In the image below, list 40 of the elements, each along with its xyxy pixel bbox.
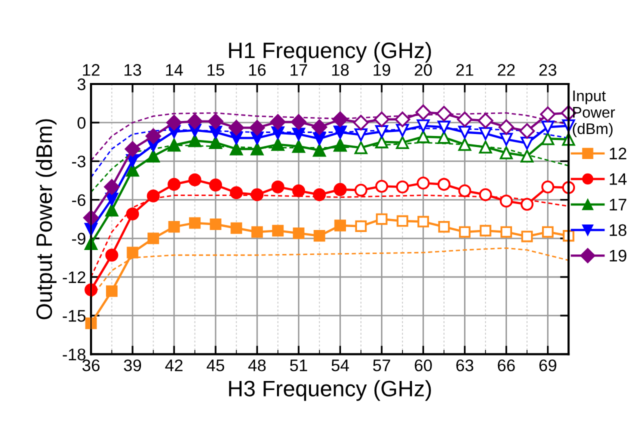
x2-tick-label: 17 [290, 64, 308, 76]
x2-tick-label: 18 [332, 64, 349, 76]
x-tick-label: 45 [206, 360, 224, 372]
legend-label: 18 [610, 224, 626, 236]
x2-tick-label: 13 [124, 64, 142, 76]
x-tick-label: 57 [373, 360, 390, 372]
x-axis-title: H3 Frequency (GHz) [229, 380, 431, 401]
x2-tick-label: 21 [456, 64, 474, 76]
y-axis-title: Output Power (dBm) [36, 119, 57, 320]
x2-tick-label: 14 [166, 64, 183, 76]
y-tick-label: -9 [72, 232, 86, 245]
legend-label: 19 [610, 250, 626, 262]
y-tick-label: -15 [62, 310, 86, 322]
x2-tick-label: 22 [498, 64, 515, 76]
x-tick-label: 39 [124, 359, 142, 372]
x2-axis-title: H1 Frequency (GHz) [229, 42, 431, 63]
legend-label: 12 [610, 148, 626, 160]
x-tick-label: 48 [248, 359, 266, 372]
x2-tick-label: 19 [374, 64, 390, 76]
x2-tick-label: 16 [249, 64, 266, 76]
x-tick-label: 63 [456, 359, 474, 372]
x-tick-label: 42 [165, 359, 183, 372]
y-tick-label: -3 [72, 156, 86, 168]
x2-tick-label: 23 [539, 64, 556, 76]
x-tick-label: 36 [82, 359, 100, 372]
x-tick-label: 54 [332, 360, 349, 372]
x-tick-label: 60 [414, 359, 432, 372]
legend-label: 17 [610, 198, 626, 210]
y-tick-label: -12 [62, 271, 86, 284]
x2-tick-label: 20 [414, 64, 432, 76]
x2-tick-label: 15 [208, 64, 224, 76]
x-tick-label: 69 [539, 359, 556, 372]
y-tick-label: -6 [72, 194, 86, 206]
y-tick-label: -18 [62, 348, 86, 360]
y-tick-label: 0 [78, 117, 86, 129]
legend-label: 14 [610, 173, 627, 185]
y-tick-label: 3 [78, 78, 86, 90]
x-tick-label: 51 [290, 360, 308, 372]
x2-tick-label: 12 [83, 64, 100, 76]
x-tick-label: 66 [498, 359, 515, 372]
